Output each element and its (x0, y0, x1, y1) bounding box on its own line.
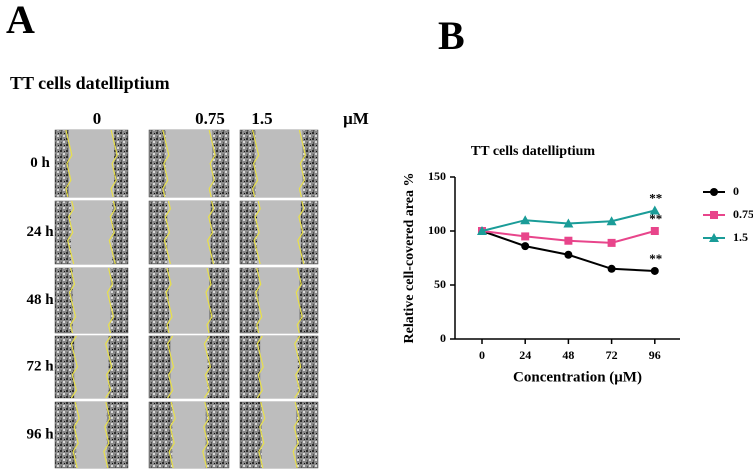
wound-edge (256, 335, 264, 399)
panel-label: B (438, 13, 465, 58)
wound-edge (203, 335, 212, 399)
wound-edge (72, 401, 80, 469)
wound-area (258, 268, 300, 333)
wound-edge (206, 200, 215, 265)
x-tick-label: 48 (562, 348, 574, 362)
wound-edge (292, 401, 300, 469)
wound-edge (110, 129, 118, 198)
wound-edge (294, 335, 302, 399)
legend-marker (709, 233, 719, 242)
chart-title: TT cells datelliptium (471, 144, 596, 159)
wound-area (165, 130, 213, 197)
marker (563, 218, 574, 228)
wound-edge (106, 267, 115, 334)
wound-edge (202, 401, 210, 469)
marker (650, 227, 659, 235)
wound-edge (68, 267, 77, 334)
marker (521, 242, 530, 251)
legend-label: 1.5 (733, 230, 748, 244)
wound-area (74, 336, 109, 398)
wound-edge (105, 335, 113, 399)
wound-edge (205, 267, 213, 334)
legend-marker (710, 188, 718, 196)
x-axis-label: Concentration (μM) (513, 369, 642, 385)
wound-edge (253, 200, 261, 265)
column-header: 0 (93, 109, 102, 128)
row-label: 96 h (26, 426, 54, 442)
image-grid: 0 0.75 1.5 μM 0 h 24 h 48 h 72 h 96 h (26, 109, 369, 469)
line-chart: TT cells datelliptium 0 50 100 150 0 24 48 72 96 C… (402, 144, 753, 385)
y-tick-label: 150 (428, 169, 446, 183)
unit-label: μM (343, 109, 369, 128)
legend-marker (710, 211, 718, 219)
marker (650, 266, 659, 275)
wound-area (72, 268, 111, 333)
marker (607, 264, 616, 273)
marker (649, 205, 660, 215)
marker (606, 216, 617, 226)
marker (564, 250, 573, 259)
wound-edge (208, 129, 216, 198)
marker (477, 226, 487, 235)
y-tick-label: 0 (440, 331, 446, 345)
significance: ** (649, 190, 662, 205)
wound-edge (165, 267, 173, 334)
wound-edge (70, 335, 78, 399)
row-label: 48 h (26, 292, 54, 308)
significance: ** (649, 251, 662, 266)
wound-edge (251, 129, 260, 198)
row-label: 24 h (26, 224, 54, 240)
y-tick-label: 100 (428, 223, 446, 237)
wound-area (172, 402, 206, 468)
marker (607, 238, 616, 247)
wound-edge (297, 200, 305, 265)
wound-area (261, 402, 297, 468)
row-label: 0 h (30, 155, 50, 171)
wound-edge (258, 401, 266, 469)
wound-edge (166, 335, 175, 399)
y-axis-label: Relative cell-covered area % (402, 173, 417, 344)
x-tick-label: 0 (479, 348, 485, 362)
wound-edge (103, 401, 111, 469)
wound-edge (163, 200, 172, 265)
column-header: 0.75 (195, 109, 225, 128)
wound-area (70, 201, 113, 264)
wound-edge (298, 129, 307, 198)
wound-area (167, 201, 211, 264)
wound-edge (67, 200, 75, 265)
y-tick-label: 50 (434, 277, 446, 291)
wound-area (255, 130, 303, 197)
marker (520, 215, 531, 225)
row-label: 72 h (26, 358, 54, 374)
panel-title: TT cells datelliptium (10, 73, 170, 93)
wound-edge (255, 267, 263, 334)
wound-area (170, 336, 208, 398)
column-header: 1.5 (251, 109, 272, 128)
legend-label: 0 (733, 184, 739, 198)
panel-label: A (6, 0, 35, 42)
x-tick-label: 96 (649, 348, 661, 362)
x-tick-label: 72 (606, 348, 618, 362)
wound-edge (162, 129, 170, 198)
wound-edge (65, 129, 73, 198)
marker (564, 236, 573, 245)
x-tick-label: 24 (519, 348, 531, 362)
wound-area (76, 402, 107, 468)
significance: ** (649, 211, 662, 226)
legend-label: 0.75 (733, 207, 753, 221)
wound-edge (108, 200, 116, 265)
wound-area (169, 268, 209, 333)
wound-edge (168, 401, 176, 469)
wound-edge (295, 267, 303, 334)
wound-area (257, 201, 301, 264)
wound-area (68, 130, 115, 197)
wound-area (260, 336, 298, 398)
marker (521, 232, 530, 241)
